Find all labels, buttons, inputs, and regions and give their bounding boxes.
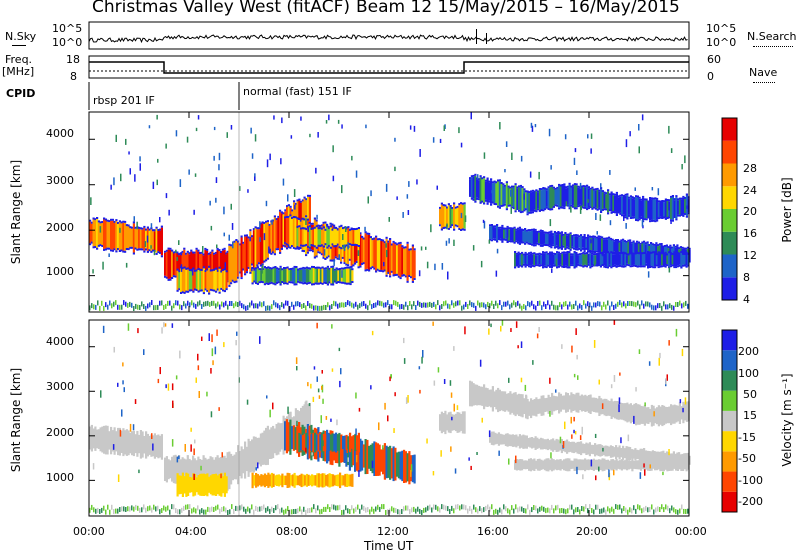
cpid-segment-2: normal (fast) 151 IF	[243, 85, 352, 98]
cpid-label: CPID	[6, 87, 36, 100]
velocity-ytick-3000: 3000	[46, 380, 74, 393]
vel-cbar-tick-m200: -200	[738, 495, 763, 508]
freq-tick-bottom: 8	[70, 70, 77, 83]
power-cbar-swatch-1	[722, 254, 737, 278]
summary-panels	[88, 21, 690, 110]
power-cbar-tick-20: 20	[743, 205, 757, 218]
vel-cbar-tick-100: 100	[738, 367, 759, 380]
nsearch-tick-top: 10^5	[706, 22, 737, 35]
power-colorbar	[721, 117, 738, 301]
power-cbar-swatch-6	[722, 140, 737, 164]
nsky-panel-frame	[88, 21, 690, 50]
nave-tick-bottom: 0	[707, 70, 714, 83]
xtick-8: 08:00	[276, 525, 308, 538]
velocity-panel	[88, 319, 691, 517]
power-cbar-swatch-5	[722, 163, 737, 187]
power-cbar-swatch-7	[722, 118, 737, 141]
beam-date: Beam 12 15/May/2015 – 16/May/2015	[356, 0, 680, 17]
freq-panel-frame	[88, 55, 690, 79]
power-cbar-tick-24: 24	[743, 184, 757, 197]
power-cbar-tick-12: 12	[743, 249, 757, 262]
nsky-legend-line	[12, 45, 26, 46]
power-cbar-swatch-3	[722, 209, 737, 232]
xtick-20: 20:00	[576, 525, 608, 538]
freq-label-line2: [MHz]	[2, 65, 35, 78]
cpid-segment-1: rbsp 201 IF	[93, 94, 155, 107]
nsky-tick-bottom: 10^0	[52, 36, 83, 49]
nave-tick-top: 60	[707, 53, 721, 66]
xtick-4: 04:00	[175, 525, 207, 538]
velocity-ytick-2000: 2000	[46, 426, 74, 439]
freq-label-line1: Freq.	[5, 53, 33, 66]
nsearch-tick-bottom: 10^0	[706, 36, 737, 49]
nsky-tick-top: 10^5	[52, 22, 83, 35]
power-cbar-swatch-4	[722, 186, 737, 209]
velocity-cbar-swatch-4	[722, 410, 737, 432]
velocity-cbar-swatch-2	[722, 451, 737, 472]
vel-cbar-tick-m50: -50	[738, 452, 756, 465]
power-cbar-tick-8: 8	[743, 271, 750, 284]
velocity-ylabel: Slant Range [km]	[9, 367, 23, 473]
nave-label: Nave	[749, 66, 778, 79]
vel-cbar-tick-15: 15	[743, 409, 757, 422]
velocity-cbar-label: Velocity [m s⁻¹]	[780, 373, 794, 467]
xaxis-label: Time UT	[364, 539, 414, 553]
chart-title: Christmas Valley West (fitACF)	[92, 0, 351, 17]
velocity-cbar-swatch-0	[722, 491, 737, 512]
nsearch-legend-line	[753, 46, 793, 47]
xtick-0: 00:00	[73, 525, 105, 538]
freq-trace	[89, 61, 689, 74]
freq-tick-top: 18	[66, 53, 80, 66]
velocity-cbar-frame	[721, 329, 738, 513]
vel-cbar-tick-200: 200	[738, 345, 759, 358]
velocity-colorbar	[721, 329, 738, 513]
power-cbar-tick-16: 16	[743, 227, 757, 240]
vel-cbar-tick-m100: -100	[738, 474, 763, 487]
velocity-ytick-1000: 1000	[46, 471, 74, 484]
velocity-cbar-swatch-6	[722, 370, 737, 391]
power-ytick-3000: 3000	[46, 174, 74, 187]
velocity-cbar-swatch-3	[722, 431, 737, 452]
velocity-cbar-swatch-5	[722, 390, 737, 411]
power-cbar-swatch-0	[722, 277, 737, 300]
power-panel	[88, 111, 691, 313]
power-cbar-frame	[721, 117, 738, 301]
power-ytick-2000: 2000	[46, 221, 74, 234]
nsky-label: N.Sky	[5, 30, 37, 43]
velocity-ytick-4000: 4000	[46, 335, 74, 348]
power-cbar-tick-4: 4	[743, 293, 750, 306]
power-ytick-4000: 4000	[46, 127, 74, 140]
power-ylabel: Slant Range [km]	[9, 159, 23, 265]
nsky-trace	[88, 34, 688, 44]
xtick-12: 12:00	[377, 525, 409, 538]
velocity-cbar-swatch-8	[722, 330, 737, 351]
vel-cbar-tick-50: 50	[743, 388, 757, 401]
power-cbar-label: Power [dB]	[780, 177, 794, 243]
power-cbar-tick-28: 28	[743, 162, 757, 175]
xtick-16: 16:00	[477, 525, 509, 538]
power-cbar-swatch-2	[722, 231, 737, 255]
velocity-cbar-swatch-7	[722, 350, 737, 371]
velocity-cbar-swatch-1	[722, 471, 737, 492]
power-ytick-1000: 1000	[46, 265, 74, 278]
xtick-24: 00:00	[675, 525, 707, 538]
nave-legend-line	[753, 82, 775, 83]
vel-cbar-tick-m15: -15	[738, 431, 756, 444]
nsearch-label: N.Search	[747, 30, 797, 43]
